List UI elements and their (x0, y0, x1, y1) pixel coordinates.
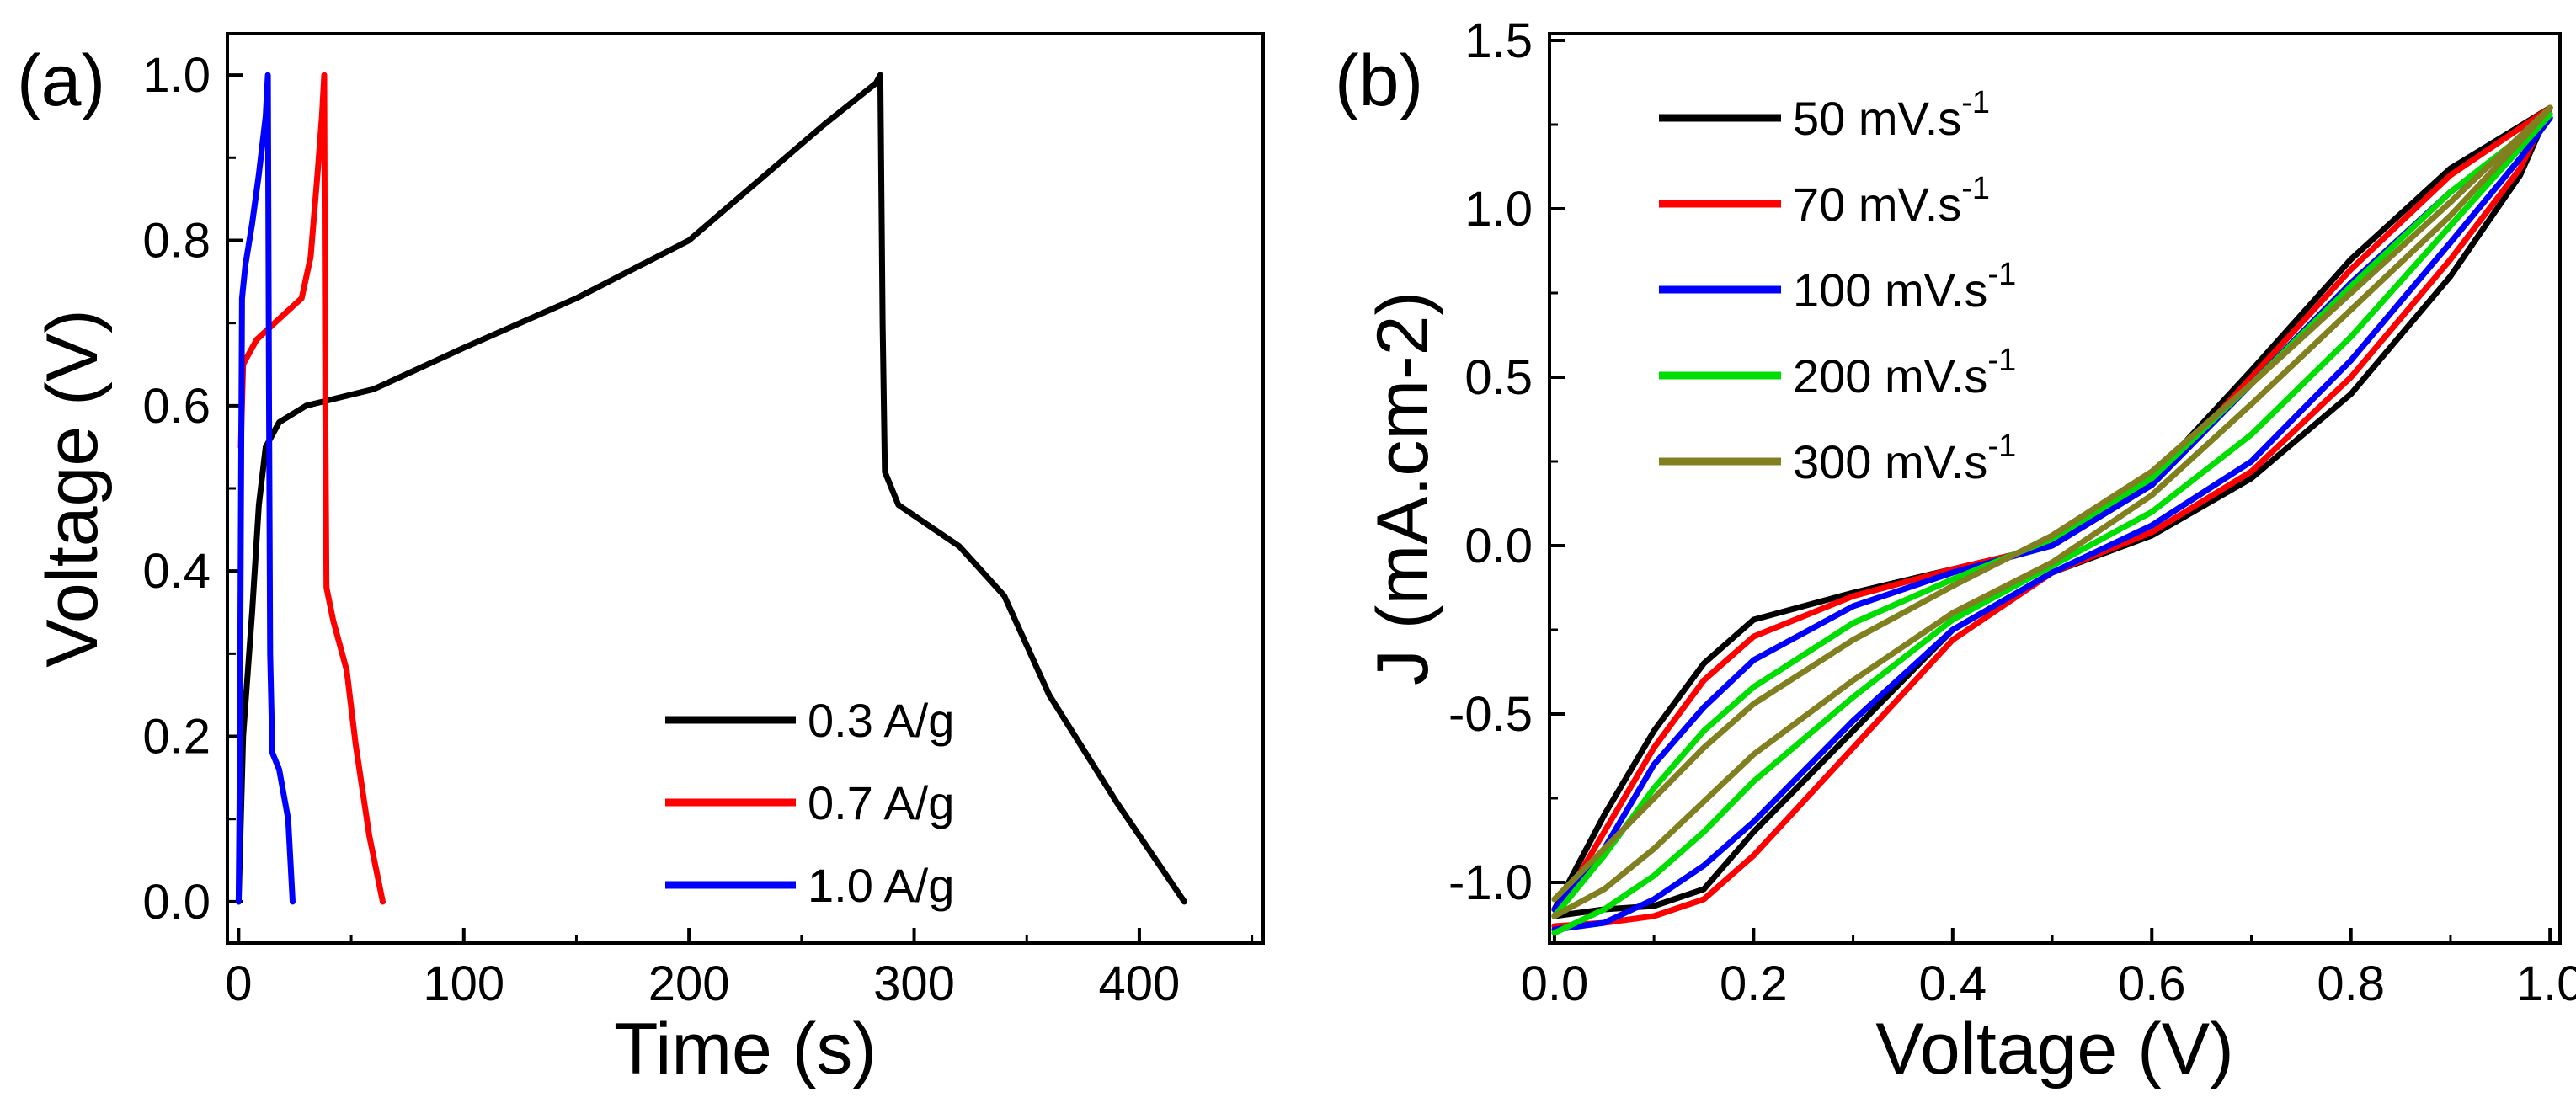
legend-label-superscript: -1 (1987, 343, 2016, 378)
plot-frame (1548, 32, 2562, 945)
legend: 0.3 A/g 0.7 A/g 1.0 A/g (665, 694, 954, 912)
x-axis-title: Time (s) (614, 1009, 877, 1090)
legend-label: 0.7 A/g (808, 776, 954, 829)
y-tick-label: 0.0 (142, 875, 211, 930)
y-tick-label: 1.5 (1464, 13, 1533, 68)
x-axis-title: Voltage (V) (1875, 1009, 2233, 1090)
x-tick-label: 0.2 (1720, 956, 1788, 1011)
x-tick-label: 0 (225, 956, 252, 1011)
series-line-3 (1551, 115, 2553, 933)
y-tick-label: -0.5 (1448, 687, 1533, 742)
x-tick-label: 0.6 (2118, 956, 2186, 1011)
legend-label: 70 mV.s-1 (1793, 171, 1990, 231)
x-tick-label: 0.8 (2317, 956, 2385, 1011)
legend-label: 50 mV.s-1 (1793, 85, 1990, 145)
x-tick-label: 0.4 (1918, 956, 1987, 1011)
x-tick-label: 100 (423, 956, 504, 1011)
chart-panel-2: 0.0 0.2 0.4 0.6 0.8 1.0 -1.0 -0.5 0.0 0.5 1.0 1.5 Vo… (1335, 13, 2576, 1090)
legend-label-superscript: -1 (1987, 429, 2016, 464)
x-tick-label: 0.0 (1521, 956, 1589, 1011)
legend-label: 300 mV.s-1 (1793, 429, 2016, 488)
x-tick-label: 400 (1099, 956, 1181, 1011)
legend-label-superscript: -1 (1961, 85, 1990, 120)
x-tick-label: 300 (873, 956, 955, 1011)
x-tick-label: 200 (648, 956, 730, 1011)
y-tick-label: 0.0 (1464, 519, 1533, 573)
y-tick-label: 0.2 (142, 710, 211, 765)
y-tick-label: -1.0 (1448, 855, 1533, 910)
series-line-3 (235, 72, 296, 905)
legend-label: 200 mV.s-1 (1793, 343, 2016, 402)
y-tick-label: 0.6 (142, 379, 211, 434)
y-axis-title: Voltage (V) (32, 309, 113, 667)
y-axis-title: J (mA.cm-2) (1363, 291, 1443, 685)
y-tick-label: 0.5 (1464, 350, 1533, 405)
x-tick-label: 1.0 (2516, 956, 2576, 1011)
legend-label: 100 mV.s-1 (1793, 257, 2016, 317)
y-tick-label: 1.0 (142, 48, 211, 103)
series-line-1 (235, 72, 1187, 905)
legend: 50 mV.s-1 70 mV.s-1 100 mV.s-1 200 mV.s-1 30… (1659, 85, 2016, 488)
legend-label-superscript: -1 (1961, 171, 1990, 206)
plot-frame (226, 32, 1265, 945)
legend-label: 0.3 A/g (808, 694, 954, 747)
panel-label: (a) (17, 40, 105, 121)
y-tick-label: 1.0 (1464, 182, 1533, 237)
panel-label: (b) (1335, 40, 1423, 121)
series-line-1 (1551, 104, 2553, 919)
legend-label: 1.0 A/g (808, 859, 954, 912)
chart-panel-1: 0 100 200 300 400 0.0 0.2 0.4 0.6 0.8 1.0 Time (s) V… (17, 32, 1265, 1090)
series-line-5 (1551, 104, 2553, 919)
series-line-4 (1551, 111, 2553, 936)
y-tick-label: 0.8 (142, 213, 211, 268)
legend-label-superscript: -1 (1987, 257, 2016, 292)
y-tick-label: 0.4 (142, 544, 211, 599)
